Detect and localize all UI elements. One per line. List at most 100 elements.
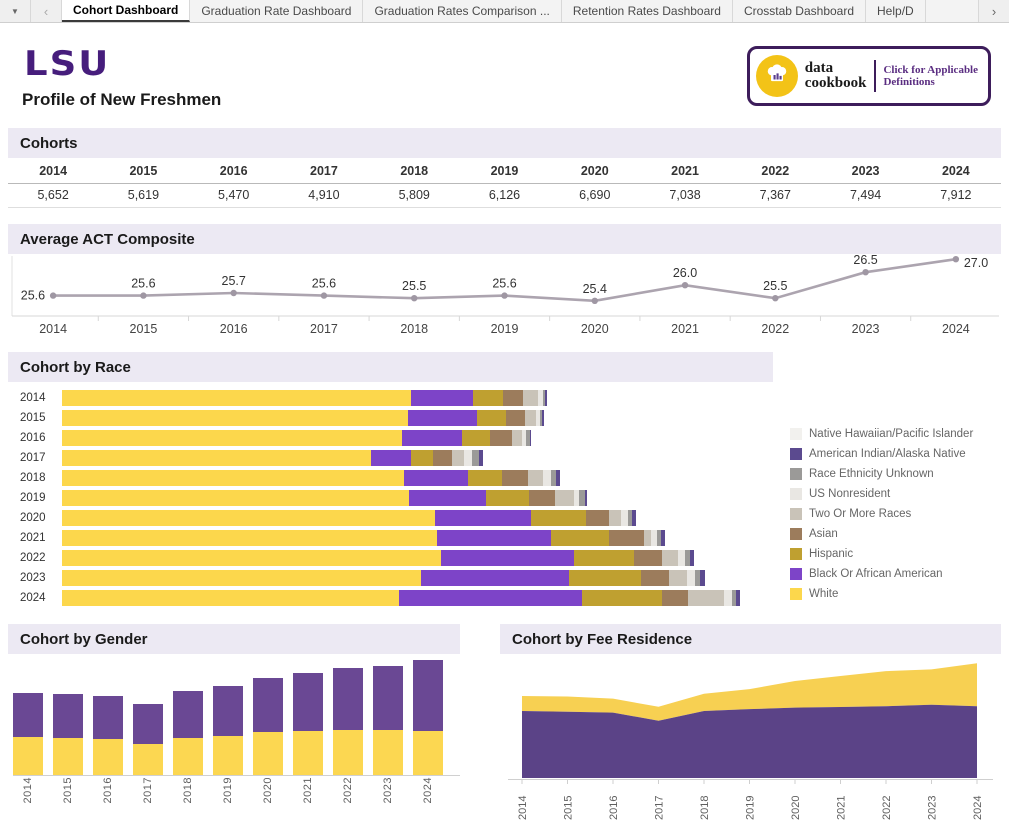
race-segment-american-indian-alaska-native[interactable]: [632, 510, 636, 526]
race-segment-black-or-african-american[interactable]: [437, 530, 552, 546]
race-segment-white[interactable]: [62, 470, 405, 486]
race-segment-race-ethnicity-unknown[interactable]: [551, 470, 557, 486]
gender-segment-top[interactable]: [13, 693, 43, 737]
race-segment-race-ethnicity-unknown[interactable]: [694, 570, 701, 586]
race-segment-american-indian-alaska-native[interactable]: [689, 550, 694, 566]
legend-item[interactable]: Asian: [790, 524, 973, 544]
gender-bar[interactable]: [293, 672, 323, 775]
race-bar[interactable]: [62, 590, 741, 606]
gender-segment-bottom[interactable]: [213, 735, 243, 775]
race-segment-asian[interactable]: [490, 430, 513, 446]
race-segment-hispanic[interactable]: [486, 490, 530, 506]
race-segment-hispanic[interactable]: [531, 510, 586, 526]
race-segment-two-or-more-races[interactable]: [525, 410, 536, 426]
act-point[interactable]: [862, 269, 869, 276]
race-segment-asian[interactable]: [432, 450, 452, 466]
race-segment-us-nonresident[interactable]: [677, 550, 686, 566]
legend-item[interactable]: White: [790, 584, 973, 604]
race-segment-asian[interactable]: [640, 570, 670, 586]
act-point[interactable]: [230, 289, 237, 297]
race-segment-white[interactable]: [62, 410, 408, 426]
race-segment-white[interactable]: [62, 450, 371, 466]
race-segment-black-or-african-american[interactable]: [441, 550, 574, 566]
legend-item[interactable]: Black Or African American: [790, 564, 973, 584]
gender-segment-top[interactable]: [173, 690, 203, 738]
legend-item[interactable]: Hispanic: [790, 544, 973, 564]
race-segment-race-ethnicity-unknown[interactable]: [685, 550, 690, 566]
gender-bar[interactable]: [13, 693, 43, 775]
race-segment-black-or-african-american[interactable]: [420, 570, 569, 586]
race-segment-american-indian-alaska-native[interactable]: [478, 450, 483, 466]
race-segment-white[interactable]: [62, 490, 410, 506]
race-segment-asian[interactable]: [502, 390, 524, 406]
act-point[interactable]: [411, 295, 418, 302]
gender-segment-bottom[interactable]: [413, 731, 443, 775]
act-point[interactable]: [772, 295, 779, 302]
tab-crosstab-dashboard[interactable]: Crosstab Dashboard: [732, 0, 867, 22]
race-segment-race-ethnicity-unknown[interactable]: [526, 430, 530, 446]
gender-segment-bottom[interactable]: [93, 738, 123, 775]
gender-segment-top[interactable]: [373, 666, 403, 731]
race-segment-two-or-more-races[interactable]: [662, 550, 678, 566]
race-segment-race-ethnicity-unknown[interactable]: [539, 410, 543, 426]
race-segment-american-indian-alaska-native[interactable]: [542, 410, 544, 426]
act-point[interactable]: [501, 292, 508, 299]
gender-segment-top[interactable]: [413, 660, 443, 732]
race-bar[interactable]: [62, 390, 547, 406]
legend-item[interactable]: US Nonresident: [790, 484, 973, 504]
race-bar[interactable]: [62, 490, 588, 506]
race-segment-race-ethnicity-unknown[interactable]: [472, 450, 479, 466]
race-segment-american-indian-alaska-native[interactable]: [556, 470, 561, 486]
race-segment-hispanic[interactable]: [410, 450, 433, 466]
race-segment-american-indian-alaska-native[interactable]: [700, 570, 705, 586]
gender-segment-bottom[interactable]: [13, 736, 43, 775]
race-bar[interactable]: [62, 470, 561, 486]
race-segment-us-nonresident[interactable]: [723, 590, 733, 606]
race-segment-white[interactable]: [62, 390, 412, 406]
race-segment-black-or-african-american[interactable]: [404, 470, 469, 486]
race-segment-white[interactable]: [62, 430, 403, 446]
race-segment-white[interactable]: [62, 590, 400, 606]
race-segment-american-indian-alaska-native[interactable]: [584, 490, 588, 506]
gender-bar[interactable]: [333, 668, 363, 775]
race-segment-american-indian-alaska-native[interactable]: [545, 390, 547, 406]
tab-help-d[interactable]: Help/D: [866, 0, 926, 22]
race-segment-us-nonresident[interactable]: [687, 570, 695, 586]
race-segment-asian[interactable]: [529, 490, 555, 506]
race-segment-race-ethnicity-unknown[interactable]: [578, 490, 585, 506]
act-point[interactable]: [49, 292, 57, 299]
race-segment-black-or-african-american[interactable]: [411, 390, 473, 406]
gender-segment-bottom[interactable]: [253, 732, 283, 775]
race-segment-hispanic[interactable]: [472, 390, 503, 406]
gender-bar[interactable]: [93, 695, 123, 775]
gender-segment-top[interactable]: [253, 678, 283, 733]
tab-graduation-rate-dashboard[interactable]: Graduation Rate Dashboard: [190, 0, 364, 22]
fee-area-bottom[interactable]: [522, 704, 977, 778]
tab-retention-rates-dashboard[interactable]: Retention Rates Dashboard: [561, 0, 733, 22]
act-point[interactable]: [140, 292, 147, 299]
race-segment-race-ethnicity-unknown[interactable]: [628, 510, 633, 526]
race-segment-us-nonresident[interactable]: [650, 530, 658, 546]
race-segment-us-nonresident[interactable]: [521, 430, 527, 446]
race-segment-black-or-african-american[interactable]: [402, 430, 463, 446]
race-segment-black-or-african-american[interactable]: [407, 410, 477, 426]
legend-item[interactable]: American Indian/Alaska Native: [790, 444, 973, 464]
fee-area-top[interactable]: [522, 663, 977, 721]
race-segment-white[interactable]: [62, 510, 436, 526]
race-bar[interactable]: [62, 570, 705, 586]
tab-graduation-rates-comparison[interactable]: Graduation Rates Comparison ...: [363, 0, 562, 22]
race-segment-asian[interactable]: [585, 510, 609, 526]
race-segment-hispanic[interactable]: [462, 430, 491, 446]
legend-item[interactable]: Native Hawaiian/Pacific Islander: [790, 424, 973, 444]
gender-segment-bottom[interactable]: [293, 731, 323, 775]
data-cookbook-badge[interactable]: data cookbook Click for Applicable Defin…: [746, 46, 991, 106]
race-segment-hispanic[interactable]: [569, 570, 641, 586]
gender-bar[interactable]: [53, 693, 83, 775]
race-segment-black-or-african-american[interactable]: [399, 590, 583, 606]
race-bar[interactable]: [62, 550, 694, 566]
race-segment-american-indian-alaska-native[interactable]: [736, 590, 741, 606]
race-segment-white[interactable]: [62, 530, 438, 546]
race-segment-two-or-more-races[interactable]: [608, 510, 621, 526]
gender-segment-top[interactable]: [333, 668, 363, 731]
gender-bar[interactable]: [373, 666, 403, 775]
